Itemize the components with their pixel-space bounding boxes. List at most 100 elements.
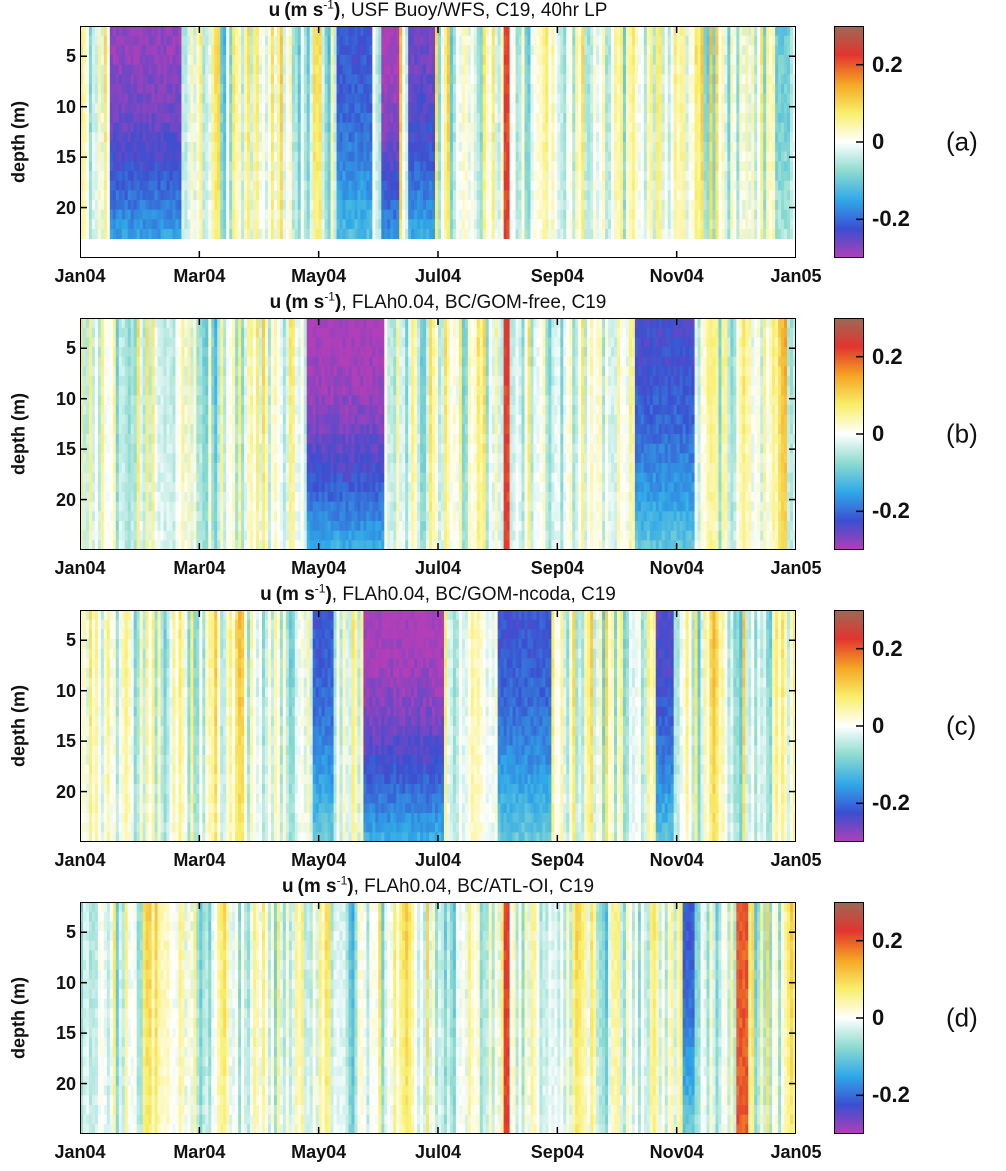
heatmap-cell xyxy=(264,103,269,114)
heatmap-cell xyxy=(458,103,463,114)
heatmap-cell xyxy=(706,229,710,240)
heatmap-cell xyxy=(214,74,218,85)
heatmap-cell xyxy=(691,122,695,133)
heatmap-cell xyxy=(336,219,340,230)
heatmap-cell xyxy=(270,55,275,66)
heatmap-cell xyxy=(476,171,481,182)
heatmap-cell xyxy=(414,113,418,124)
heatmap-cell xyxy=(375,200,379,211)
heatmap-cell xyxy=(584,93,588,104)
heatmap-cell xyxy=(432,200,436,211)
heatmap-cell xyxy=(458,84,463,95)
heatmap-cell xyxy=(297,113,302,124)
heatmap-cell xyxy=(366,55,370,66)
heatmap-cell xyxy=(151,161,155,172)
heatmap-cell xyxy=(279,229,284,240)
heatmap-cell xyxy=(628,209,633,220)
heatmap-cell xyxy=(196,151,200,162)
heatmap-cell xyxy=(488,45,493,56)
heatmap-cell xyxy=(261,171,266,182)
heatmap-cell xyxy=(318,26,323,37)
heatmap-cell xyxy=(617,209,621,220)
heatmap-cell xyxy=(190,113,194,124)
heatmap-cell xyxy=(614,219,618,230)
heatmap-cell xyxy=(709,132,713,143)
heatmap-cell xyxy=(166,229,170,240)
heatmap-cell xyxy=(172,64,176,75)
heatmap-cell xyxy=(682,26,687,37)
heatmap-cell xyxy=(554,103,558,114)
heatmap-cell xyxy=(80,55,84,66)
heatmap-cell xyxy=(751,113,755,124)
heatmap-cell xyxy=(605,200,609,211)
heatmap-cell xyxy=(515,132,519,143)
heatmap-cell xyxy=(545,132,549,143)
heatmap-cell xyxy=(700,209,704,220)
heatmap-cell xyxy=(548,26,552,37)
heatmap-cell xyxy=(646,55,651,66)
heatmap-cell xyxy=(351,45,355,56)
heatmap-cell xyxy=(503,151,508,162)
heatmap-cell xyxy=(103,161,108,172)
heatmap-cell xyxy=(408,35,412,46)
heatmap-cell xyxy=(736,113,740,124)
heatmap-cell xyxy=(160,45,164,56)
heatmap-cell xyxy=(631,45,636,56)
heatmap-cell xyxy=(625,209,630,220)
heatmap-cell xyxy=(250,190,254,201)
heatmap-cell xyxy=(509,161,513,172)
heatmap-cell xyxy=(214,190,218,201)
heatmap-cell xyxy=(590,229,594,240)
heatmap-cell xyxy=(611,55,615,66)
heatmap-cell xyxy=(267,151,272,162)
heatmap-cell xyxy=(563,74,567,85)
heatmap-cell xyxy=(184,122,188,133)
heatmap-cell xyxy=(476,161,481,172)
heatmap-cell xyxy=(259,132,263,143)
heatmap-cell xyxy=(500,171,505,182)
heatmap-cell xyxy=(596,113,600,124)
heatmap-cell xyxy=(712,93,716,104)
heatmap-cell xyxy=(112,209,117,220)
heatmap-cell xyxy=(94,142,99,153)
heatmap-cell xyxy=(718,161,722,172)
heatmap-cell xyxy=(169,103,173,114)
heatmap-cell xyxy=(208,35,212,46)
heatmap-cell xyxy=(655,45,660,56)
heatmap-cell xyxy=(524,142,528,153)
heatmap-cell xyxy=(446,74,451,85)
heatmap-cell xyxy=(339,64,343,75)
heatmap-cell xyxy=(163,142,167,153)
heatmap-cell xyxy=(518,45,522,56)
heatmap-cell xyxy=(634,171,639,182)
heatmap-cell xyxy=(718,171,722,182)
heatmap-cell xyxy=(452,219,457,230)
heatmap-cell xyxy=(357,219,361,230)
heatmap-cell xyxy=(655,84,660,95)
heatmap-cell xyxy=(536,93,540,104)
heatmap-cell xyxy=(145,180,150,191)
heatmap-cell xyxy=(587,219,591,230)
heatmap-cell xyxy=(285,180,290,191)
heatmap-cell xyxy=(688,103,692,114)
heatmap-cell xyxy=(542,35,546,46)
heatmap-cell xyxy=(512,200,516,211)
heatmap-cell xyxy=(145,113,150,124)
heatmap-cell xyxy=(521,142,525,153)
heatmap-cell xyxy=(306,142,311,153)
heatmap-cell xyxy=(751,64,755,75)
heatmap-cell xyxy=(443,26,448,37)
heatmap-cell xyxy=(261,35,266,46)
heatmap-cell xyxy=(199,132,203,143)
heatmap-cell xyxy=(605,190,609,201)
heatmap-cell xyxy=(151,93,155,104)
heatmap-cell xyxy=(97,190,102,201)
heatmap-cell xyxy=(449,142,454,153)
heatmap-cell xyxy=(327,93,331,104)
heatmap-cell xyxy=(736,64,740,75)
heatmap-cell xyxy=(634,151,639,162)
heatmap-cell xyxy=(336,64,340,75)
heatmap-cell xyxy=(381,190,385,201)
heatmap-cell xyxy=(605,171,609,182)
heatmap-cell xyxy=(172,122,176,133)
